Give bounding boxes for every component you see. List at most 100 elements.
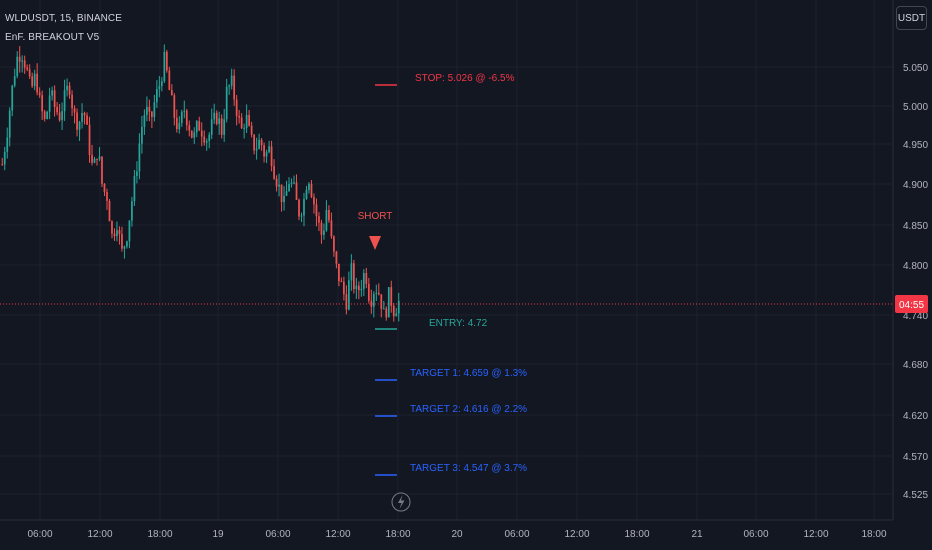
candle-body (258, 139, 260, 149)
candle-body (170, 90, 173, 96)
candle-body (38, 92, 41, 96)
candle-body (88, 124, 91, 155)
candle-body (133, 175, 136, 202)
candle-body (275, 178, 278, 187)
price-tick-label: 4.620 (903, 411, 928, 422)
candle-body (76, 112, 78, 130)
time-tick-label: 18:00 (147, 529, 172, 540)
candle-body (6, 137, 9, 152)
candle-body (141, 126, 143, 144)
candle-body (303, 198, 305, 216)
candle-body (198, 121, 201, 131)
price-tick-label: 4.680 (903, 360, 928, 371)
candlestick-series[interactable] (1, 44, 400, 322)
candle-body (33, 73, 36, 87)
candle-body (81, 113, 83, 122)
candle-body (16, 56, 19, 77)
candle-body (3, 151, 6, 165)
price-axis[interactable]: 5.050 5.000 4.950 4.900 4.850 4.800 4.740 4.680… (903, 63, 928, 501)
candle-body (367, 283, 370, 301)
indicator-title[interactable]: EnF. BREAKOUT V5 (5, 32, 100, 43)
candle-body (131, 201, 133, 221)
candle-body (101, 156, 103, 184)
time-tick-label: 06:00 (504, 529, 529, 540)
time-tick-label: 18:00 (861, 529, 886, 540)
replay-lightning-icon[interactable] (391, 492, 411, 512)
candle-body (308, 183, 310, 190)
time-tick-label: 12:00 (325, 529, 350, 540)
candle-body (175, 117, 178, 130)
candle-body (375, 292, 378, 294)
time-tick-label: 18:00 (385, 529, 410, 540)
candle-body (325, 209, 328, 231)
candle-body (313, 196, 315, 205)
candle-body (380, 294, 383, 309)
candle-body (370, 300, 373, 307)
candle-body (265, 152, 268, 157)
candle-body (91, 154, 93, 163)
price-tick-label: 5.050 (903, 63, 928, 74)
candle-body (305, 189, 308, 199)
candle-body (355, 285, 358, 290)
candle-body (96, 158, 98, 160)
candle-body (205, 141, 208, 143)
candle-body (243, 127, 246, 129)
candle-body (390, 287, 393, 306)
time-tick-label: 12:00 (87, 529, 112, 540)
candle-body (123, 246, 126, 249)
candle-body (273, 166, 275, 179)
candle-body (28, 69, 31, 77)
candle-body (116, 230, 118, 237)
candle-body (31, 76, 34, 87)
candle-body (397, 300, 400, 314)
candle-body (210, 119, 213, 135)
candle-body (43, 111, 46, 119)
candle-body (328, 209, 330, 221)
candle-body (253, 134, 255, 151)
candle-body (98, 156, 101, 160)
symbol-title[interactable]: WLDUSDT, 15, BINANCE (5, 13, 123, 24)
candle-body (11, 85, 14, 111)
candle-body (357, 285, 360, 291)
candle-body (293, 182, 295, 184)
candle-body (340, 281, 343, 283)
candle-body (185, 110, 188, 126)
candle-body (295, 182, 298, 200)
candle-body (146, 106, 148, 115)
candle-body (263, 145, 265, 157)
candle-body (83, 113, 86, 116)
currency-button[interactable]: USDT (896, 6, 927, 30)
candle-body (71, 94, 73, 109)
candle-body (61, 111, 63, 121)
candle-body (228, 85, 231, 87)
candle-body (255, 148, 258, 151)
candle-body (193, 132, 196, 138)
candle-body (121, 234, 123, 249)
time-axis[interactable]: 06:00 12:00 18:00 19 06:00 12:00 18:00 20 06:00 1… (27, 529, 886, 540)
candle-body (203, 136, 206, 143)
candle-body (113, 233, 116, 237)
price-tick-label: 4.900 (903, 180, 928, 191)
candle-body (300, 215, 303, 217)
candle-body (26, 67, 29, 70)
time-tick-label: 19 (212, 529, 224, 540)
short-signal-triangle (369, 236, 381, 250)
candle-body (330, 220, 333, 237)
candle-body (240, 117, 243, 129)
time-tick-label: 06:00 (265, 529, 290, 540)
candle-body (18, 56, 21, 62)
current-price-label: 04:55 (899, 300, 924, 311)
stop-label: STOP: 5.026 @ -6.5% (415, 73, 515, 84)
candle-body (53, 90, 56, 107)
candle-body (215, 112, 218, 124)
time-tick-label: 06:00 (27, 529, 52, 540)
candle-body (108, 200, 111, 222)
candle-body (138, 143, 141, 172)
candle-body (63, 90, 66, 112)
target2-label: TARGET 2: 4.616 @ 2.2% (410, 404, 527, 415)
price-tick-label: 4.740 (903, 311, 928, 322)
time-tick-label: 20 (451, 529, 463, 540)
candle-body (148, 106, 151, 112)
candle-body (392, 305, 395, 317)
